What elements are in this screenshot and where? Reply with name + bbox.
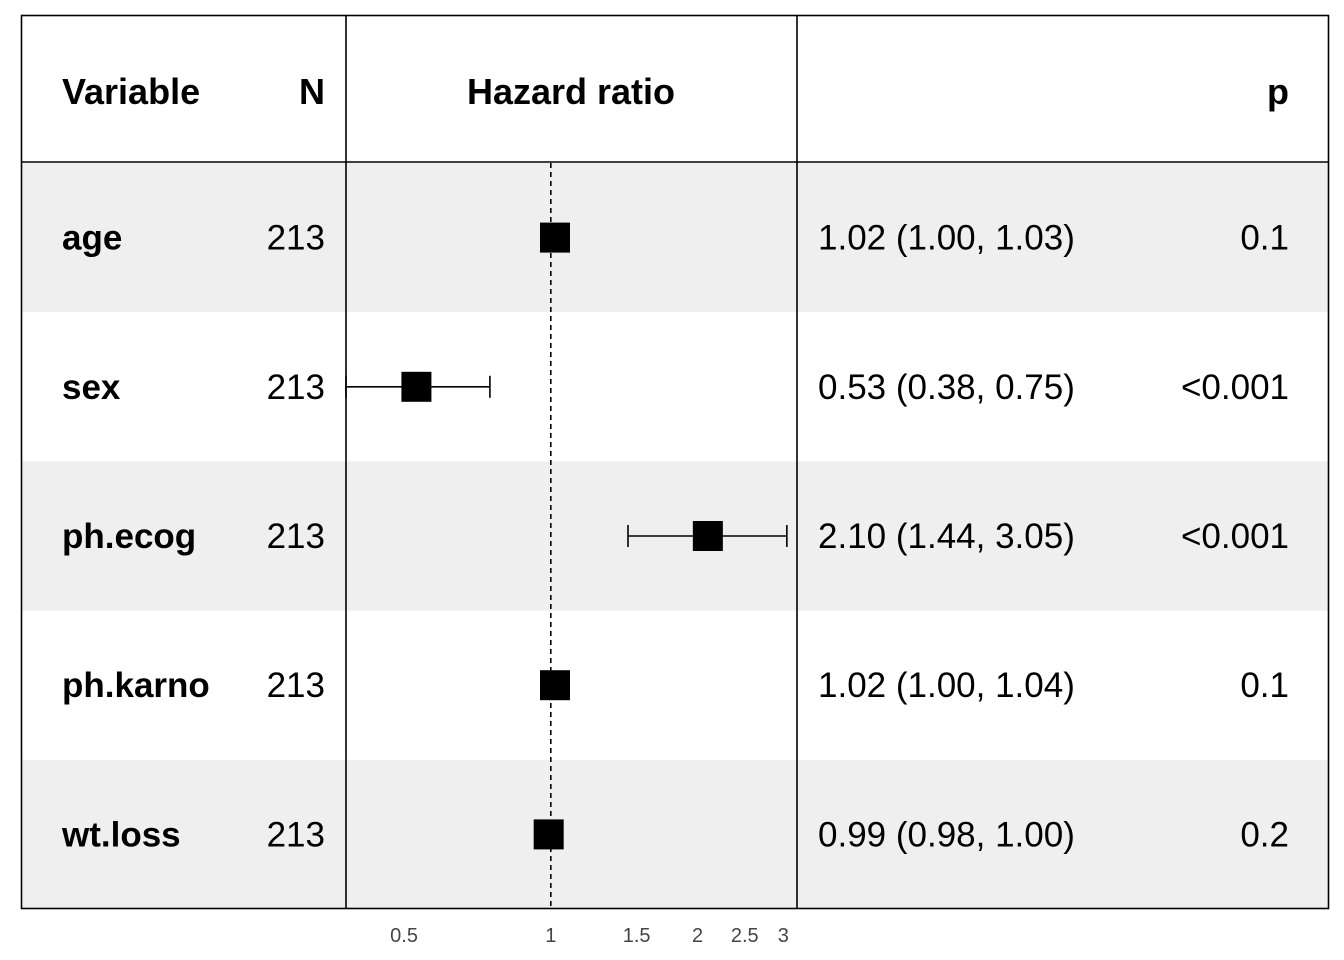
row-ci-text: 1.02 (1.00, 1.03): [818, 219, 1075, 258]
estimate-marker: [401, 371, 432, 402]
estimate-marker: [533, 819, 564, 850]
header-hazard-ratio: Hazard ratio: [467, 71, 675, 112]
x-axis-ticks: 0.5 1 1.5 2 2.5 3: [390, 925, 789, 947]
row-n-value: 213: [267, 666, 325, 705]
x-tick-label: 3: [778, 925, 789, 947]
x-tick-label: 2.5: [731, 925, 759, 947]
x-tick-label: 0.5: [390, 925, 418, 947]
x-tick-label: 1.5: [623, 925, 651, 947]
table-row: sex 213 0.53 (0.38, 0.75) <0.001: [62, 368, 1289, 407]
table-row: ph.ecog 213 2.10 (1.44, 3.05) <0.001: [62, 517, 1289, 556]
row-p-value: 0.1: [1240, 219, 1289, 258]
header-variable: Variable: [62, 71, 200, 112]
header-p: p: [1267, 71, 1289, 112]
row-p-value: 0.2: [1240, 815, 1289, 854]
row-stripe: [22, 759, 1328, 909]
row-p-value: <0.001: [1181, 517, 1289, 556]
row-variable-label: ph.karno: [62, 666, 210, 705]
table-rows: age 213 1.02 (1.00, 1.03) 0.1 sex 213 0.53 (0.…: [61, 219, 1289, 855]
row-ci-text: 2.10 (1.44, 3.05): [818, 517, 1075, 556]
estimate-marker: [692, 521, 723, 551]
row-n-value: 213: [267, 219, 325, 258]
row-n-value: 213: [267, 368, 325, 407]
row-p-value: 0.1: [1240, 666, 1289, 705]
row-stripe: [22, 163, 1328, 313]
row-ci-text: 0.53 (0.38, 0.75): [818, 368, 1075, 407]
row-n-value: 213: [267, 517, 325, 556]
table-row: age 213 1.02 (1.00, 1.03) 0.1: [62, 219, 1289, 258]
row-ci-text: 0.99 (0.98, 1.00): [818, 815, 1075, 854]
estimate-marker: [539, 670, 570, 701]
row-variable-label: sex: [62, 368, 121, 407]
row-n-value: 213: [267, 815, 325, 854]
table-frame: [20, 14, 1330, 910]
row-p-value: <0.001: [1181, 368, 1289, 407]
x-tick-label: 2: [692, 925, 703, 947]
row-variable-label: age: [62, 219, 122, 258]
row-variable-label: ph.ecog: [62, 517, 196, 556]
table-row: wt.loss 213 0.99 (0.98, 1.00) 0.2: [61, 815, 1289, 854]
row-variable-label: wt.loss: [61, 815, 181, 854]
table-row: ph.karno 213 1.02 (1.00, 1.04) 0.1: [62, 666, 1289, 705]
header-n: N: [299, 71, 325, 112]
x-tick-label: 1: [545, 925, 556, 947]
row-ci-text: 1.02 (1.00, 1.04): [818, 666, 1075, 705]
estimate-marker: [539, 222, 570, 253]
